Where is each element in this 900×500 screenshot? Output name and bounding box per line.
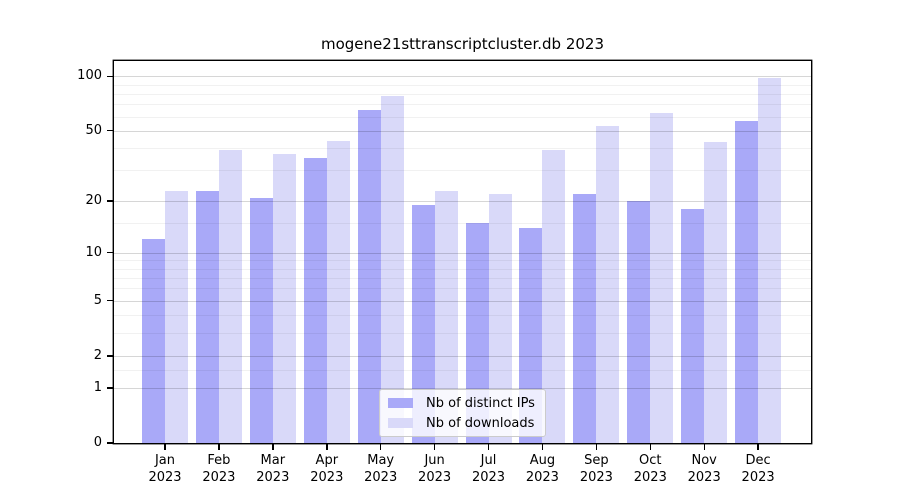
x-axis-tick-apr (326, 444, 328, 450)
bar-downloads-mar (272, 154, 296, 443)
bar-downloads-jul (488, 193, 512, 443)
x-axis-tick-jun (433, 444, 436, 450)
bar-downloads-oct (650, 112, 674, 443)
y-axis-label-0: 0 (93, 435, 102, 450)
x-axis-tick-sep (595, 444, 598, 450)
plot-area (114, 61, 811, 443)
minor-gridline-70 (114, 104, 811, 106)
major-gridline-50 (114, 130, 811, 132)
y-axis-label-5: 5 (93, 292, 102, 308)
bar-distinct-ips-jan (142, 239, 165, 443)
bar-downloads-apr (326, 140, 350, 443)
x-axis-label-jul: Jul 2023 (471, 453, 506, 485)
x-axis-tick-jan (164, 444, 166, 450)
legend-item-distinct-ips: Nb of distinct IPs (388, 396, 545, 411)
y-axis-tick-100 (106, 75, 113, 78)
bar-downloads-nov (704, 142, 728, 443)
legend-item-downloads: Nb of downloads (388, 416, 545, 431)
x-axis-tick-nov (703, 444, 705, 450)
x-axis-label-jun: Jun 2023 (418, 453, 452, 485)
bar-distinct-ips-sep (573, 193, 597, 443)
x-axis-label-apr: Apr 2023 (310, 453, 344, 485)
y-axis-tick-20 (106, 200, 113, 202)
y-axis-label-1: 1 (93, 379, 102, 395)
x-axis-tick-aug (541, 444, 544, 450)
y-axis-tick-5 (106, 299, 113, 302)
bar-distinct-ips-jul (465, 222, 489, 443)
x-axis-tick-dec (757, 444, 759, 450)
y-axis-tick-50 (106, 129, 113, 132)
x-axis-label-may: May 2023 (364, 453, 398, 485)
y-axis-label-100: 100 (77, 68, 102, 84)
bar-distinct-ips-oct (627, 201, 651, 443)
x-axis-tick-mar (272, 444, 274, 450)
x-axis-label-sep: Sep 2023 (579, 453, 613, 485)
bar-downloads-may (380, 95, 404, 443)
bar-distinct-ips-may (357, 110, 381, 443)
x-axis-label-aug: Aug 2023 (525, 453, 559, 485)
y-axis-label-50: 50 (85, 122, 102, 138)
y-axis-tick-0 (106, 442, 113, 444)
bar-downloads-dec (758, 78, 782, 443)
bar-distinct-ips-nov (681, 209, 705, 443)
x-axis-label-oct: Oct 2023 (633, 453, 667, 485)
x-axis-label-jan: Jan 2023 (148, 453, 182, 485)
legend-label-distinct-ips: Nb of distinct IPs (426, 395, 535, 411)
legend-swatch-distinct-ips (388, 398, 413, 408)
major-gridline-100 (114, 76, 811, 78)
bar-downloads-jan (165, 190, 188, 443)
x-axis-tick-oct (649, 444, 651, 450)
y-axis-label-2: 2 (93, 347, 102, 363)
y-axis-tick-2 (106, 355, 113, 357)
bar-distinct-ips-dec (735, 120, 759, 443)
x-axis-label-mar: Mar 2023 (256, 453, 290, 485)
bar-downloads-aug (542, 150, 566, 443)
bar-downloads-feb (218, 150, 242, 443)
bar-distinct-ips-apr (303, 158, 327, 443)
y-axis-tick-1 (106, 387, 113, 389)
legend-swatch-downloads (388, 418, 413, 428)
minor-gridline-90 (114, 84, 811, 86)
x-axis-label-feb: Feb 2023 (202, 453, 236, 485)
x-axis-tick-feb (218, 444, 220, 450)
bar-downloads-sep (596, 126, 620, 443)
minor-gridline-60 (114, 116, 811, 118)
bar-distinct-ips-mar (249, 197, 273, 443)
bar-distinct-ips-feb (195, 190, 219, 443)
y-axis-tick-10 (106, 251, 113, 254)
bar-distinct-ips-jun (411, 205, 435, 443)
x-axis-tick-may (379, 444, 382, 450)
minor-gridline-80 (114, 93, 811, 95)
y-axis-label-10: 10 (85, 244, 102, 260)
legend-label-downloads: Nb of downloads (426, 415, 535, 431)
bar-downloads-jun (434, 190, 458, 443)
legend: Nb of distinct IPs Nb of downloads (379, 389, 546, 437)
chart-title: mogene21sttranscriptcluster.db 2023 (321, 35, 604, 53)
x-axis-label-nov: Nov 2023 (687, 453, 721, 485)
x-axis-label-dec: Dec 2023 (741, 453, 775, 485)
x-axis-tick-jul (487, 444, 490, 450)
y-axis-label-20: 20 (85, 193, 102, 209)
